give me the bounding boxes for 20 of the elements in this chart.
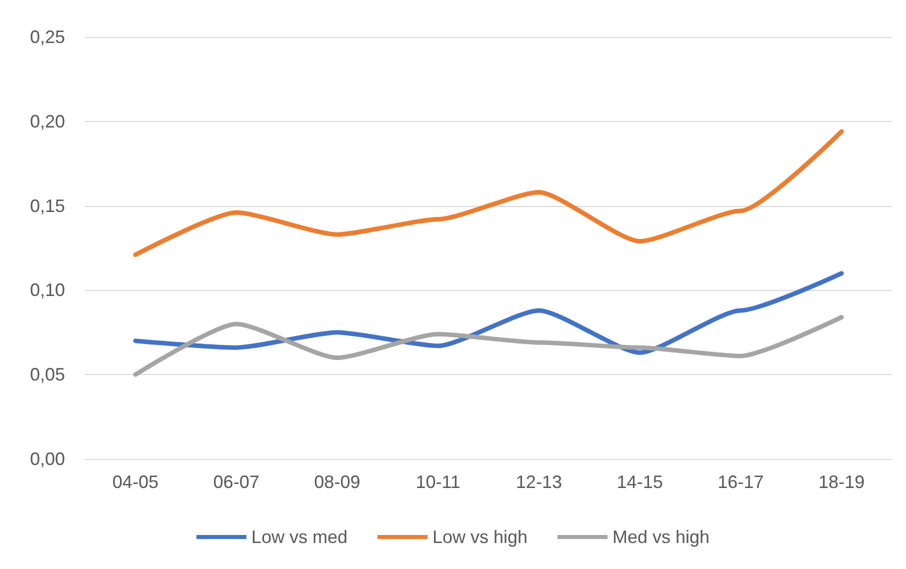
legend-label: Med vs high <box>612 527 710 547</box>
x-tick-label: 18-19 <box>818 472 865 492</box>
legend-label: Low vs med <box>251 527 348 547</box>
x-tick-label: 14-15 <box>616 472 663 492</box>
y-tick-label: 0,20 <box>30 111 65 132</box>
y-tick-label: 0,15 <box>30 196 65 216</box>
x-tick-label: 12-13 <box>516 472 562 492</box>
x-tick-label: 16-17 <box>718 472 764 492</box>
y-tick-label: 0,10 <box>30 280 65 300</box>
y-tick-label: 0,25 <box>30 27 65 47</box>
line-series <box>133 271 844 355</box>
x-tick-label: 06-07 <box>213 472 260 492</box>
line-series <box>133 314 844 377</box>
y-tick-label: 0,00 <box>30 449 65 469</box>
x-tick-label: 04-05 <box>112 472 158 492</box>
x-tick-label: 08-09 <box>314 472 360 492</box>
y-tick-label: 0,05 <box>30 364 65 385</box>
line-series <box>133 129 844 257</box>
legend-label: Low vs high <box>432 527 528 547</box>
x-tick-label: 10-11 <box>416 472 460 492</box>
